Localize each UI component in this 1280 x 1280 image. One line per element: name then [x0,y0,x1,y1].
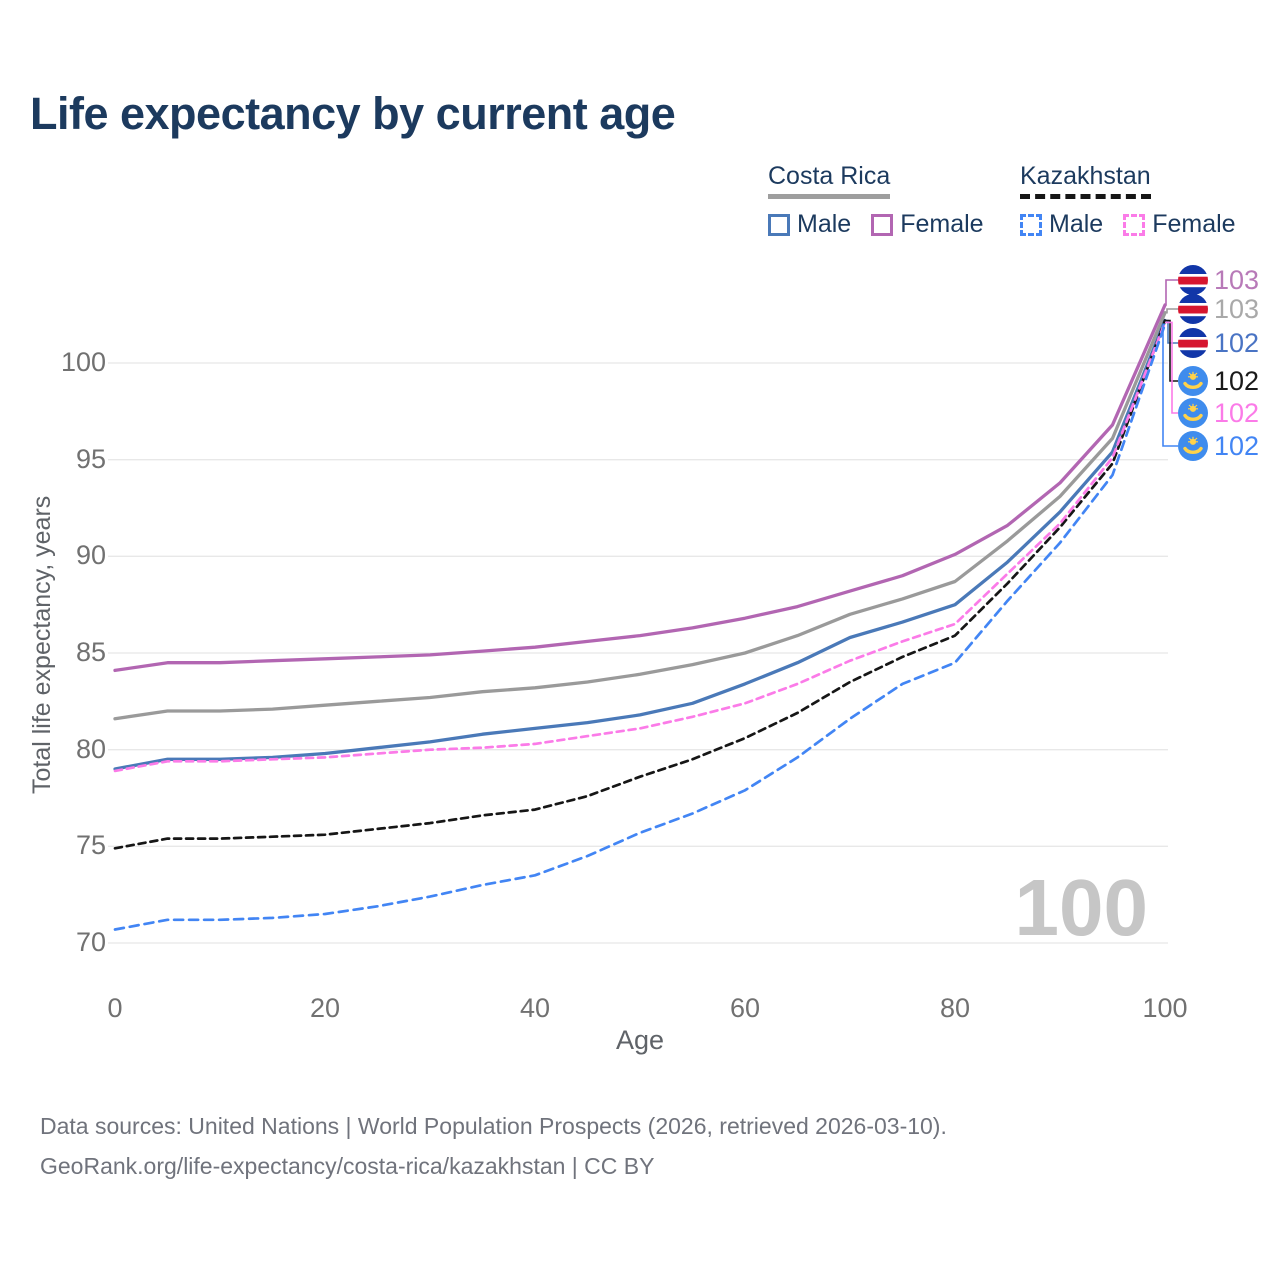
kazakhstan-flag-icon [1178,431,1208,461]
kazakhstan-male-swatch-icon [1020,213,1042,236]
footer-attribution-link[interactable]: GeoRank.org/life-expectancy/costa-rica/k… [40,1153,655,1180]
legend-item-costa-rica-female[interactable]: Female [871,210,984,239]
y-tick-label: 85 [75,637,106,667]
y-tick-label: 80 [75,733,106,764]
series-end-value-label: 102 [1214,366,1259,396]
end-label-connector [1162,323,1178,447]
series-line[interactable] [113,318,1167,771]
legend-group-kazakhstan: Kazakhstan Male Female [1020,162,1236,239]
legend-label: Male [1049,210,1104,238]
y-tick-label: 100 [60,347,106,377]
y-tick-label: 90 [75,540,106,571]
costa-rica-flag-icon [1178,328,1208,358]
y-tick-label: 75 [75,830,106,861]
end-label-connector [1165,321,1178,414]
hovered-age-readout: 100 [1014,863,1148,952]
legend-label: Female [900,210,984,238]
series-end-value-label: 102 [1214,431,1259,461]
series-end-value-label: 102 [1214,398,1259,428]
legend-label: Female [1152,210,1236,238]
legend-label: Male [797,210,852,238]
end-label-connector [1165,319,1178,382]
costa-rica-male-swatch-icon [768,213,790,236]
legend-item-costa-rica-male[interactable]: Male [768,210,851,239]
chart-title: Life expectancy by current age [30,88,676,139]
kazakhstan-female-swatch-icon [1123,213,1146,236]
costa-rica-flag-icon [1178,265,1208,295]
footer-data-sources: Data sources: United Nations | World Pop… [40,1113,947,1139]
kazakhstan-flag-icon [1178,366,1208,396]
series-line[interactable] [113,321,1167,773]
y-tick-label: 95 [75,443,106,474]
kazakhstan-flag-icon [1178,398,1208,428]
series-line[interactable] [113,319,1167,850]
x-tick-label: 20 [309,993,341,1023]
footer: Data sources: United Nations | World Pop… [40,1106,947,1187]
y-tick-label: 70 [75,927,106,957]
legend-group-costa-rica: Costa Rica Male Female [768,162,984,239]
series-line[interactable] [113,303,1167,673]
x-axis-title: Age [615,1025,665,1055]
series-line[interactable] [113,311,1167,721]
legend-country-kazakhstan[interactable]: Kazakhstan [1020,162,1151,199]
legend-item-kazakhstan-female[interactable]: Female [1123,210,1236,239]
end-label-connector [1165,308,1178,314]
x-tick-label: 80 [939,993,971,1023]
x-tick-label: 60 [729,993,761,1023]
end-label-connector [1165,279,1178,306]
costa-rica-flag-icon [1178,294,1208,324]
x-tick-label: 40 [519,993,551,1023]
legend-country-costa-rica[interactable]: Costa Rica [768,162,891,199]
series-end-value-label: 103 [1214,294,1259,324]
x-tick-label: 0 [107,993,123,1023]
legend-item-kazakhstan-male[interactable]: Male [1020,210,1103,239]
x-tick-label: 100 [1142,993,1188,1023]
series-line[interactable] [113,322,1167,931]
costa-rica-female-swatch-icon [871,213,894,236]
series-end-value-label: 103 [1214,265,1259,295]
series-end-value-label: 102 [1214,328,1259,358]
